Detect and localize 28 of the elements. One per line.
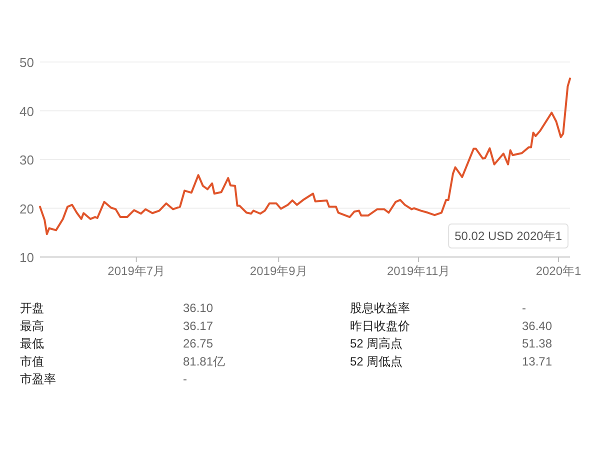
text: 52 周低点 [350,354,403,368]
text: 股息收益率 [350,301,410,315]
y-tick-label: 50 [20,55,34,70]
y-tick-label: 20 [20,201,34,216]
text: 36.40 [522,318,552,333]
text: 最低 [20,336,44,351]
text: 52 周高点 [350,336,403,351]
text: - [183,372,187,386]
x-tick-label: 2019年9月 [250,264,308,278]
x-tick-label: 2020年1 [536,264,582,278]
text: 最高 [20,318,44,333]
text: 26.75 [183,336,214,351]
text: 13.71 [522,354,552,368]
text: 36.10 [183,301,214,315]
x-tick-label: 2019年11月 [386,264,450,278]
y-tick-label: 40 [20,104,34,119]
y-tick-label: 30 [20,152,34,168]
text: 81.81亿 [183,354,226,368]
text: - [522,301,526,315]
text: 市值 [20,354,44,368]
text: 51.38 [522,336,552,351]
y-tick-label: 10 [20,250,34,265]
text: 开盘 [20,301,44,315]
text: 市盈率 [20,372,56,386]
annotation: 50.02 USD 2020年1 [454,229,562,243]
x-tick-label: 2019年7月 [108,264,166,278]
text: 昨日收盘价 [350,318,410,333]
text: 36.17 [183,318,214,333]
